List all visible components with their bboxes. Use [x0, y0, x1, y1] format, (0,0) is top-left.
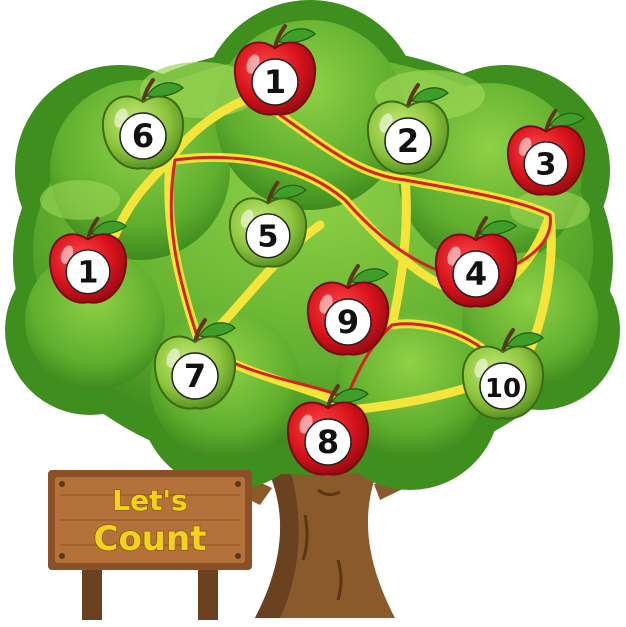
apple-three[interactable]: 3: [507, 108, 585, 196]
solution-path: [169, 113, 552, 402]
apple-number-badge: [304, 418, 352, 466]
apple-number-badge: [523, 141, 569, 187]
apple-ten[interactable]: 10: [461, 328, 545, 420]
apple-number-badge: [384, 117, 432, 165]
apple-number-badge: [251, 58, 299, 106]
apple-number: 6: [132, 117, 154, 155]
apple-number: 7: [184, 357, 206, 395]
apple-stem: [266, 180, 280, 206]
apple-stem: [474, 216, 488, 242]
apple-stem: [501, 328, 515, 354]
apple-seven[interactable]: 7: [153, 318, 237, 410]
apple-nine[interactable]: 9: [306, 264, 390, 356]
apple-left-1[interactable]: 1: [49, 216, 127, 304]
apple-stem: [141, 78, 155, 104]
sign-line-1: Let's: [112, 484, 187, 517]
apple-number-badge: [171, 352, 219, 400]
apples-layer: 1 6 2 3 1 5 4 9 7 10 8: [49, 24, 585, 476]
apple-top-1[interactable]: 1: [233, 24, 317, 116]
apple-five[interactable]: 5: [229, 180, 307, 268]
lets-count-sign: Let's Count: [48, 470, 252, 620]
apple-stem: [326, 384, 340, 410]
apple-number-badge: [452, 250, 500, 298]
apple-number: 1: [77, 255, 98, 290]
apple-four[interactable]: 4: [434, 216, 518, 308]
apple-number: 8: [317, 423, 339, 461]
apple-number-badge: [65, 249, 111, 295]
apple-stem: [544, 108, 558, 134]
apple-eight[interactable]: 8: [286, 384, 370, 476]
apple-number-badge: [324, 298, 372, 346]
apple-stem: [86, 216, 100, 242]
apple-number: 3: [535, 147, 556, 182]
apple-stem: [193, 318, 207, 344]
apple-six[interactable]: 6: [101, 78, 185, 170]
apple-number: 10: [485, 374, 521, 404]
apple-two[interactable]: 2: [366, 83, 450, 175]
apple-number: 5: [257, 219, 278, 254]
apple-stem: [406, 83, 420, 109]
apple-number: 4: [465, 255, 487, 293]
apple-number-badge: [245, 213, 291, 259]
sign-line-2: Count: [94, 519, 207, 559]
apple-number: 2: [397, 122, 419, 160]
apple-number-badge: [119, 112, 167, 160]
apple-stem: [346, 264, 360, 290]
apple-number-badge: [479, 362, 527, 410]
apple-number: 1: [264, 63, 286, 101]
apple-stem: [273, 24, 287, 50]
apple-number: 9: [337, 303, 359, 341]
